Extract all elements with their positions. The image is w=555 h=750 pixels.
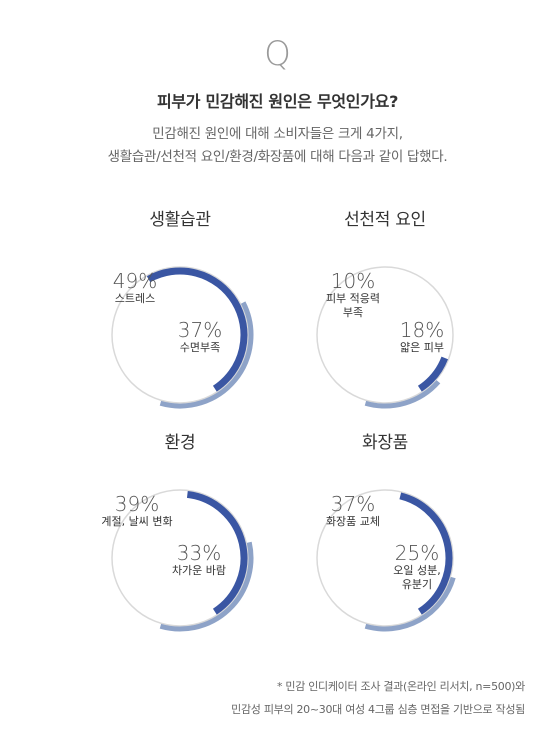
footnote-line-1: * 민감 인디케이터 조사 결과(온라인 리서치, n=500)와 bbox=[276, 680, 525, 693]
chart-cosmetics: 화장품 37% 화장품 교체 25% 오일 성분, 유분기 bbox=[285, 428, 485, 673]
label-primary: 49% 스트레스 bbox=[100, 270, 170, 306]
page-title: 피부가 민감해진 원인은 무엇인가요? bbox=[156, 92, 399, 111]
secondary-percent: 18% bbox=[399, 318, 445, 342]
arc-오일-성분,-유분기 bbox=[364, 576, 456, 632]
label-secondary: 25% 오일 성분, 유분기 bbox=[383, 542, 451, 592]
label-secondary: 33% 차가운 바람 bbox=[166, 542, 232, 578]
label-secondary: 37% 수면부족 bbox=[172, 319, 228, 355]
footnote-line-2: 민감성 피부의 20~30대 여성 4그룹 심층 면접을 기반으로 작성됨 bbox=[231, 703, 525, 716]
donut-chart bbox=[111, 266, 254, 409]
chart-title: 생활습관 bbox=[149, 210, 211, 230]
secondary-name: 오일 성분, 유분기 bbox=[393, 564, 441, 591]
chart-title: 선천적 요인 bbox=[344, 210, 426, 230]
chart-title: 화장품 bbox=[361, 433, 409, 453]
secondary-percent: 37% bbox=[177, 318, 223, 342]
arc-피부-적응력-부족 bbox=[417, 356, 449, 392]
outer-ring bbox=[111, 266, 249, 404]
donut-chart bbox=[316, 489, 456, 632]
primary-name: 스트레스 bbox=[114, 292, 156, 305]
secondary-name: 차가운 바람 bbox=[171, 564, 227, 577]
chart-congenital: 선천적 요인 10% 피부 적응력 부족 18% 얇은 피부 bbox=[285, 205, 485, 450]
donut-chart bbox=[316, 266, 454, 409]
label-primary: 10% 피부 적응력 부족 bbox=[315, 270, 391, 320]
q-mark: Q bbox=[264, 34, 291, 74]
arc-스트레스 bbox=[146, 267, 248, 392]
chart-title: 환경 bbox=[164, 433, 196, 453]
primary-percent: 39% bbox=[114, 492, 160, 516]
primary-name: 피부 적응력 부족 bbox=[325, 292, 381, 319]
outer-ring bbox=[316, 266, 454, 404]
description-line-1: 민감해진 원인에 대해 소비자들은 크게 4가지, bbox=[152, 126, 403, 142]
chart-environment: 환경 39% 계절, 날씨 변화 33% 차가운 바람 bbox=[80, 428, 280, 673]
secondary-name: 얇은 피부 bbox=[400, 341, 444, 354]
arc-계절,-날씨-변화 bbox=[186, 490, 248, 615]
secondary-percent: 25% bbox=[394, 541, 440, 565]
label-secondary: 18% 얇은 피부 bbox=[393, 319, 451, 355]
donut-chart bbox=[111, 489, 254, 632]
label-primary: 37% 화장품 교체 bbox=[315, 493, 391, 529]
primary-percent: 37% bbox=[330, 492, 376, 516]
secondary-name: 수면부족 bbox=[179, 341, 221, 354]
primary-percent: 10% bbox=[330, 269, 376, 293]
chart-lifestyle: 생활습관 49% 스트레스 37% 수면부족 bbox=[80, 205, 280, 450]
arc-차가운-바람 bbox=[159, 541, 254, 632]
arc-화장품-교체 bbox=[399, 492, 453, 615]
outer-ring bbox=[111, 489, 249, 627]
label-primary: 39% 계절, 날씨 변화 bbox=[88, 493, 186, 529]
description-line-2: 생활습관/선천적 요인/환경/화장품에 대해 다음과 같이 답했다. bbox=[107, 149, 448, 165]
secondary-percent: 33% bbox=[176, 541, 222, 565]
primary-name: 계절, 날씨 변화 bbox=[101, 515, 173, 528]
primary-percent: 49% bbox=[112, 269, 158, 293]
arc-얇은-피부 bbox=[364, 380, 441, 409]
outer-ring bbox=[316, 489, 454, 627]
primary-name: 화장품 교체 bbox=[325, 515, 381, 528]
arc-수면부족 bbox=[159, 301, 254, 409]
